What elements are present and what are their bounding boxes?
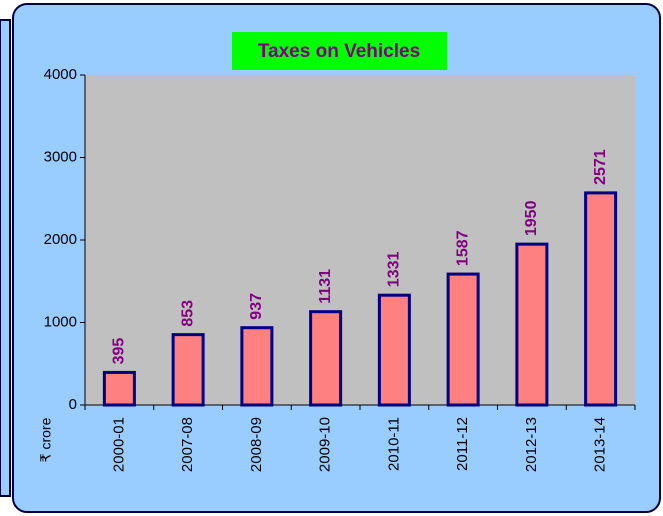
neighbor-edge xyxy=(0,19,11,497)
bar xyxy=(309,310,343,407)
data-label: 395 xyxy=(111,338,128,365)
x-tick-label: 2012-13 xyxy=(523,417,540,472)
data-label: 2571 xyxy=(592,149,609,185)
data-label: 937 xyxy=(248,293,265,320)
bar xyxy=(377,293,411,407)
y-tick-label: 2000 xyxy=(44,231,77,248)
data-label: 1131 xyxy=(317,269,334,304)
x-tick-label: 2007-08 xyxy=(179,417,196,472)
y-tick-label: 3000 xyxy=(44,148,77,165)
plot-area xyxy=(85,75,635,405)
y-tick-label: 0 xyxy=(69,396,77,413)
data-label: 1587 xyxy=(454,230,471,266)
chart-title: Taxes on Vehicles xyxy=(258,41,420,62)
x-tick-label: 2009-10 xyxy=(317,417,334,472)
bar xyxy=(240,326,274,407)
y-tick-label: 4000 xyxy=(44,66,77,83)
title-box xyxy=(232,32,447,70)
bar xyxy=(102,370,136,407)
bar xyxy=(171,333,205,407)
y-axis-label: ₹ crore xyxy=(38,417,54,462)
x-tick-label: 2000-01 xyxy=(110,417,127,472)
data-label: 1331 xyxy=(386,251,403,287)
x-tick-label: 2008-09 xyxy=(248,417,265,472)
x-tick-label: 2013-14 xyxy=(592,417,609,472)
data-label: 853 xyxy=(179,300,196,327)
x-tick-label: 2010-11 xyxy=(385,417,402,471)
x-tick-label: 2011-12 xyxy=(454,417,471,471)
bar xyxy=(584,191,618,407)
data-label: 1950 xyxy=(523,200,540,236)
y-tick-label: 1000 xyxy=(44,313,77,330)
bar xyxy=(515,242,549,407)
bar xyxy=(446,272,480,407)
